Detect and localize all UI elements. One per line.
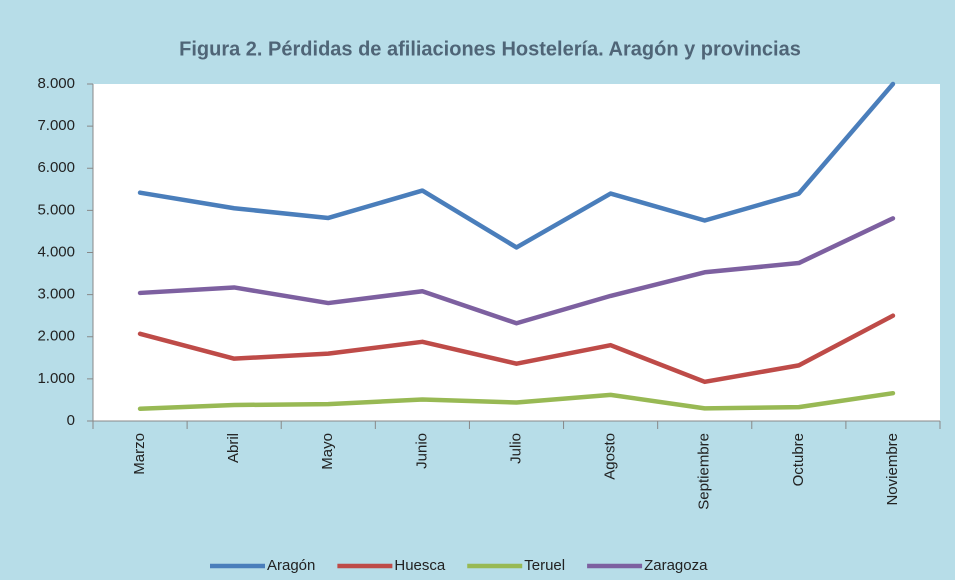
series-line [137,216,896,326]
x-tick-label: Julio [507,433,524,464]
y-tick-label: 4.000 [37,243,75,260]
legend-label: Teruel [524,557,565,574]
series-line [137,81,896,250]
legend-label: Huesca [394,557,446,574]
x-tick-label: Noviembre [884,433,901,506]
y-tick-label: 1.000 [37,370,75,387]
plot-area [93,84,940,421]
x-tick-label: Abril [225,433,242,463]
x-tick-label: Octubre [790,433,807,486]
legend-label: Zaragoza [644,557,708,574]
y-tick-label: 3.000 [37,286,75,303]
x-tick-label: Agosto [602,433,619,480]
legend-label: Aragón [267,557,315,574]
y-tick-label: 0 [67,412,75,429]
y-tick-label: 7.000 [37,117,75,134]
series-line [137,313,896,385]
y-tick-label: 8.000 [37,75,75,92]
x-tick-label: Mayo [319,433,336,470]
x-tick-label: Marzo [131,433,148,475]
chart-title: Figura 2. Pérdidas de afiliaciones Hoste… [179,38,801,60]
x-tick-label: Septiembre [696,433,713,510]
series-line [137,390,896,412]
y-tick-label: 6.000 [37,159,75,176]
y-tick-label: 5.000 [37,201,75,218]
y-tick-label: 2.000 [37,328,75,345]
x-tick-label: Junio [413,433,430,469]
